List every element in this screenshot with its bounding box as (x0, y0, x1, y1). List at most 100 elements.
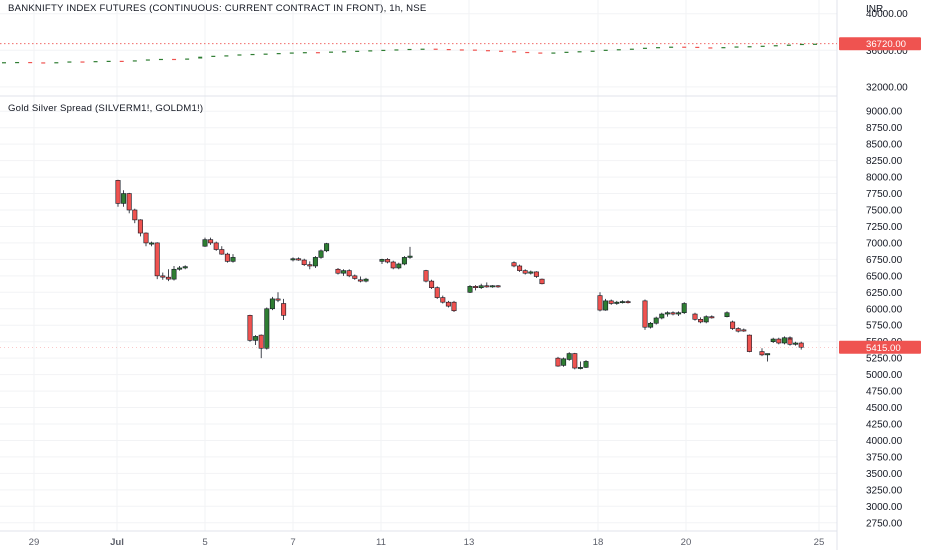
spread-candle (357, 279, 363, 282)
spread-y-tick: 8750.00 (866, 123, 903, 134)
banknifty-candle (459, 49, 464, 51)
banknifty-candle (590, 50, 595, 52)
spread-y-tick: 7500.00 (866, 206, 903, 217)
spread-y-tick: 6250.00 (866, 288, 903, 299)
spread-candle (555, 357, 561, 367)
spread-candle (648, 322, 654, 328)
banknifty-candle (250, 53, 255, 56)
banknifty-candle (472, 49, 477, 51)
time-tick: 13 (464, 537, 475, 548)
spread-candle (335, 268, 341, 274)
spread-y-tick: 9000.00 (866, 107, 903, 118)
banknifty-candle (642, 47, 647, 49)
banknifty-candle (799, 43, 804, 46)
spread-candle (219, 249, 225, 255)
spread-y-tick: 3750.00 (866, 452, 903, 463)
price-tag-label: 36720.00 (866, 39, 906, 50)
spread-candle (787, 338, 793, 345)
time-axis[interactable]: 29 Jul 5 7 11 13 18 20 25 (29, 537, 825, 548)
spread-candle (324, 243, 330, 252)
banknifty-candle (355, 50, 360, 52)
spread-candle (770, 338, 776, 342)
banknifty-candle (603, 49, 608, 51)
spread-candle (746, 334, 752, 352)
spread-y-tick: 3500.00 (866, 469, 903, 480)
spread-y-tick: 8500.00 (866, 140, 903, 151)
main-y-tick: 40000.00 (866, 9, 908, 20)
spread-candle (258, 334, 264, 349)
spread-candle (765, 353, 771, 356)
spread-candle (517, 265, 523, 271)
spread-candle (798, 342, 804, 348)
banknifty-candle (41, 62, 46, 64)
banknifty-candle (629, 48, 634, 50)
banknifty-candle (289, 52, 294, 54)
banknifty-candle (80, 61, 85, 63)
spread-candle (165, 276, 171, 280)
time-tick: 5 (202, 537, 207, 548)
spread-candle (202, 239, 208, 247)
spread-candle (608, 300, 614, 304)
spread-candle (137, 219, 143, 234)
spread-candle (522, 270, 528, 274)
banknifty-candle (263, 53, 268, 55)
spread-candle (171, 268, 177, 280)
spread-candle (253, 336, 259, 341)
spread-candle (208, 239, 214, 244)
spread-candle (495, 285, 501, 288)
time-tick: 20 (681, 537, 692, 548)
banknifty-candle (538, 52, 543, 54)
banknifty-price-axis[interactable]: 40000.00 36000.00 32000.00 (866, 9, 908, 93)
spread-candle (440, 297, 446, 303)
spread-price-axis[interactable]: 9000.00 8750.00 8500.00 8250.00 8000.00 7750.… (866, 107, 903, 530)
banknifty-candle (172, 58, 177, 61)
banknifty-candle (813, 43, 817, 45)
time-tick: Jul (110, 537, 124, 548)
spread-y-tick: 6500.00 (866, 271, 903, 282)
banknifty-candle (669, 46, 674, 48)
spread-candle (561, 358, 567, 366)
spread-candles (0, 179, 837, 370)
banknifty-candle (93, 61, 98, 63)
banknifty-candle (708, 47, 713, 49)
price-tag-bg (839, 340, 921, 354)
spread-candle (735, 328, 741, 332)
spread-candle (115, 180, 121, 204)
spread-y-tick: 7250.00 (866, 222, 903, 233)
spread-y-tick: 7750.00 (866, 189, 903, 200)
banknifty-candle (158, 58, 163, 61)
spread-candle (177, 267, 183, 270)
spread-candle (307, 264, 313, 267)
spread-candle (698, 319, 704, 323)
banknifty-candle (577, 51, 582, 53)
spread-candle (385, 259, 391, 263)
spread-candle (730, 321, 736, 329)
spread-candle (312, 257, 318, 267)
spread-candle (154, 242, 160, 277)
grid-lines (0, 0, 837, 531)
main-y-tick: 36000.00 (866, 46, 908, 57)
banknifty-candle (564, 51, 569, 53)
spread-candle (301, 259, 307, 265)
banknifty-candle (786, 44, 791, 46)
banknifty-candle (132, 60, 137, 62)
spread-candle (533, 271, 539, 277)
spread-y-tick: 4250.00 (866, 420, 903, 431)
spread-y-tick: 4750.00 (866, 387, 903, 398)
banknifty-candle (119, 60, 124, 62)
spread-candle (776, 338, 782, 344)
banknifty-candle (407, 48, 412, 51)
banknifty-candle (106, 60, 111, 62)
time-tick: 18 (593, 537, 604, 548)
spread-candle (224, 253, 230, 262)
spread-y-tick: 7000.00 (866, 238, 903, 249)
banknifty-candle (368, 50, 373, 52)
spread-candle (121, 193, 127, 204)
price-tag-label: 5415.00 (866, 343, 901, 354)
spread-candle (603, 300, 609, 311)
spread-candle (614, 301, 620, 304)
banknifty-candle (198, 56, 203, 59)
spread-candle (363, 278, 369, 282)
spread-candle (143, 232, 149, 244)
